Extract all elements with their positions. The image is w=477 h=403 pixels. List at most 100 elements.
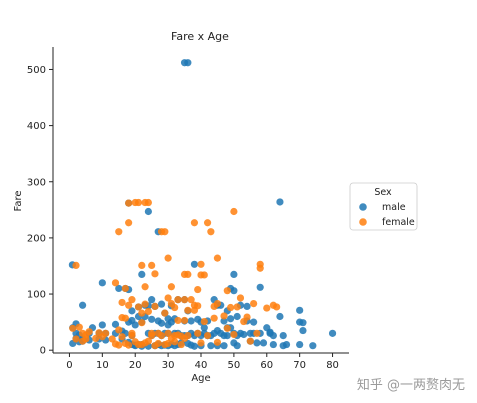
x-ticks: 0 10 20 30 40 50 60 70 80 bbox=[66, 353, 339, 371]
data-point-male bbox=[328, 329, 337, 337]
data-point-male bbox=[233, 342, 241, 350]
data-point-female bbox=[236, 294, 245, 302]
legend-frame bbox=[349, 182, 418, 231]
data-point-male bbox=[250, 318, 258, 326]
data-point-female bbox=[197, 260, 205, 268]
data-point-male bbox=[128, 307, 136, 315]
scatter-points bbox=[68, 59, 337, 350]
data-point-male bbox=[207, 342, 215, 350]
data-point-female bbox=[243, 313, 251, 321]
data-point-female bbox=[200, 271, 208, 279]
x-tick-label: 40 bbox=[195, 360, 208, 371]
data-point-female bbox=[69, 324, 77, 332]
data-point-female bbox=[184, 270, 192, 278]
data-point-female bbox=[187, 296, 195, 304]
data-point-male bbox=[233, 312, 241, 321]
y-ticks: 0 100 200 300 400 500 bbox=[27, 65, 53, 357]
data-point-female bbox=[171, 303, 179, 312]
data-point-female bbox=[102, 329, 110, 337]
data-point-female bbox=[115, 326, 123, 334]
data-point-female bbox=[194, 285, 202, 294]
data-point-female bbox=[210, 314, 218, 322]
x-tick-label: 0 bbox=[66, 360, 72, 371]
data-point-female bbox=[246, 337, 254, 345]
data-point-male bbox=[230, 270, 238, 278]
data-point-male bbox=[200, 324, 208, 332]
data-point-female bbox=[128, 296, 136, 304]
data-point-female bbox=[213, 338, 222, 346]
data-point-female bbox=[164, 294, 172, 302]
data-point-female bbox=[125, 199, 133, 207]
data-point-female bbox=[92, 334, 100, 343]
data-point-male bbox=[296, 340, 304, 349]
data-point-female bbox=[138, 261, 146, 270]
data-point-female bbox=[154, 339, 162, 348]
x-tick-label: 60 bbox=[260, 360, 273, 371]
data-point-female bbox=[144, 198, 152, 207]
data-point-male bbox=[299, 326, 307, 335]
x-axis-label: Age bbox=[191, 373, 210, 384]
data-point-male bbox=[256, 283, 264, 291]
data-point-female bbox=[125, 341, 133, 349]
data-point-female bbox=[174, 296, 182, 304]
data-point-male bbox=[187, 317, 195, 325]
data-point-male bbox=[220, 317, 228, 325]
data-point-male bbox=[190, 260, 199, 268]
data-point-female bbox=[213, 299, 222, 308]
data-point-male bbox=[230, 287, 238, 295]
data-point-female bbox=[230, 330, 238, 339]
data-point-male bbox=[220, 342, 228, 350]
data-point-male bbox=[92, 342, 100, 350]
data-point-male bbox=[144, 207, 152, 216]
data-point-male bbox=[279, 331, 287, 340]
data-point-male bbox=[148, 296, 156, 304]
data-point-female bbox=[250, 299, 258, 308]
data-point-female bbox=[157, 331, 166, 340]
legend-marker-male bbox=[359, 203, 367, 211]
data-point-female bbox=[230, 207, 238, 216]
data-point-female bbox=[190, 219, 199, 227]
data-point-male bbox=[276, 312, 284, 321]
data-point-female bbox=[220, 312, 228, 320]
data-point-female bbox=[128, 331, 136, 340]
data-point-male bbox=[148, 315, 156, 323]
data-point-female bbox=[111, 279, 120, 287]
data-point-female bbox=[151, 302, 159, 310]
data-point-female bbox=[134, 303, 143, 311]
data-point-female bbox=[194, 302, 202, 310]
data-point-female bbox=[141, 283, 149, 291]
data-point-female bbox=[72, 335, 80, 343]
data-point-female bbox=[223, 324, 231, 332]
x-tick-label: 80 bbox=[326, 360, 339, 371]
data-point-male bbox=[157, 300, 166, 308]
data-point-female bbox=[125, 301, 133, 309]
data-point-male bbox=[138, 270, 146, 278]
x-tick-label: 30 bbox=[162, 360, 175, 371]
data-point-male bbox=[190, 342, 199, 350]
data-point-male bbox=[282, 340, 291, 349]
data-point-female bbox=[164, 254, 172, 262]
data-point-female bbox=[75, 323, 83, 331]
data-point-female bbox=[72, 261, 80, 270]
data-point-male bbox=[98, 321, 106, 329]
legend-marker-female bbox=[359, 218, 367, 226]
data-point-male bbox=[98, 279, 106, 287]
data-point-male bbox=[115, 284, 123, 293]
data-point-female bbox=[263, 304, 271, 312]
data-point-female bbox=[273, 303, 281, 311]
x-tick-label: 20 bbox=[129, 360, 142, 371]
data-point-female bbox=[256, 264, 264, 272]
data-point-male bbox=[276, 198, 284, 206]
data-point-male bbox=[111, 320, 120, 328]
data-point-female bbox=[125, 219, 133, 227]
y-tick-label: 100 bbox=[27, 290, 46, 301]
data-point-male bbox=[269, 331, 277, 340]
data-point-female bbox=[197, 339, 205, 347]
data-point-female bbox=[85, 328, 93, 336]
data-point-male bbox=[79, 301, 87, 309]
data-point-female bbox=[184, 306, 192, 314]
data-point-male bbox=[299, 319, 307, 327]
data-point-male bbox=[259, 339, 268, 347]
data-point-female bbox=[253, 329, 261, 337]
data-point-female bbox=[134, 198, 143, 207]
